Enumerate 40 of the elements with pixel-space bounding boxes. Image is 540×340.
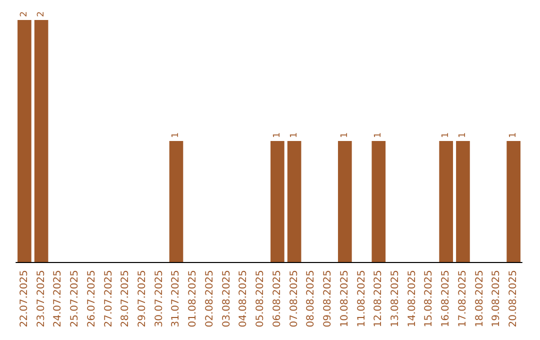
x-tick-label: 01.08.2025	[188, 270, 199, 328]
x-tick-label: 14.08.2025	[406, 270, 418, 328]
x-tick-label: 07.08.2025	[288, 270, 300, 328]
data-label: 1	[171, 132, 182, 138]
x-tick-label: 18.08.2025	[474, 270, 486, 328]
data-label: 2	[36, 11, 46, 17]
x-tick-label: 30.07.2025	[154, 270, 165, 328]
x-tick-label: 08.08.2025	[306, 270, 317, 328]
data-label: 1	[289, 132, 300, 138]
x-tick-label: 29.07.2025	[137, 270, 148, 328]
x-tick-label: 05.08.2025	[255, 270, 266, 328]
x-tick-label: 24.07.2025	[52, 270, 64, 328]
data-label: 1	[340, 132, 350, 138]
x-tick-label: 22.07.2025	[18, 270, 30, 328]
x-tick-label: 02.08.2025	[204, 270, 216, 328]
x-tick-label: 06.08.2025	[272, 270, 283, 328]
x-tick-label: 26.07.2025	[86, 270, 98, 328]
x-tick-label: 13.08.2025	[390, 270, 401, 328]
x-tick-label: 11.08.2025	[356, 270, 368, 328]
x-tick-label: 19.08.2025	[491, 270, 502, 328]
x-tick-label: 23.07.2025	[36, 270, 47, 328]
x-tick-label: 31.07.2025	[170, 270, 182, 328]
x-tick-label: 04.08.2025	[238, 270, 250, 328]
data-label: 1	[374, 132, 384, 138]
x-tick-label: 12.08.2025	[373, 270, 384, 328]
x-tick-label: 27.07.2025	[103, 270, 114, 328]
x-tick-label: 28.07.2025	[120, 270, 132, 328]
x-tick-label: 20.08.2025	[508, 270, 520, 328]
data-label: 2	[19, 11, 30, 17]
x-tick-label: 10.08.2025	[339, 270, 350, 328]
x-tick-label: 03.08.2025	[221, 270, 232, 328]
data-label: 1	[272, 132, 282, 138]
data-label: 1	[441, 132, 452, 138]
x-tick-label: 16.08.2025	[440, 270, 452, 328]
x-tick-label: 15.08.2025	[424, 270, 435, 328]
x-tick-label: 09.08.2025	[322, 270, 334, 328]
x-tick-label: 17.08.2025	[457, 270, 468, 328]
data-label: 1	[508, 132, 519, 138]
x-tick-label: 25.07.2025	[70, 270, 81, 328]
data-label: 1	[458, 132, 468, 138]
